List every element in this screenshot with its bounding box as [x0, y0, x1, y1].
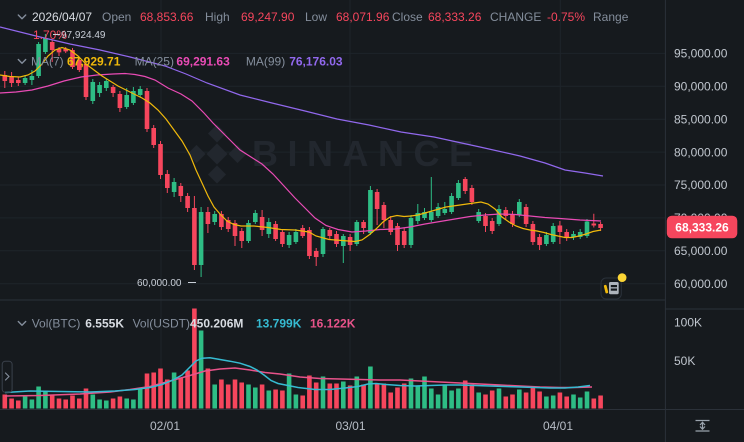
svg-text:High: High: [205, 10, 230, 24]
svg-text:68,071.96: 68,071.96: [336, 10, 390, 24]
svg-text:76,176.03: 76,176.03: [289, 55, 343, 69]
svg-text:02/01: 02/01: [150, 419, 180, 433]
svg-text:95,000.00: 95,000.00: [674, 47, 728, 61]
svg-text:68,333.26: 68,333.26: [428, 10, 482, 24]
svg-text:03/01: 03/01: [335, 419, 365, 433]
svg-text:16.122K: 16.122K: [310, 317, 356, 331]
svg-text:04/01: 04/01: [543, 419, 573, 433]
svg-text:60,000.00: 60,000.00: [674, 277, 728, 291]
svg-text:450.206M: 450.206M: [190, 317, 243, 331]
svg-text:67,929.71: 67,929.71: [67, 55, 121, 69]
svg-text:MA(99): MA(99): [246, 55, 285, 69]
svg-text:69,247.90: 69,247.90: [241, 10, 295, 24]
svg-text:MA(7): MA(7): [31, 55, 64, 69]
svg-text:Low: Low: [305, 10, 327, 24]
svg-text:85,000.00: 85,000.00: [674, 112, 728, 126]
svg-text:Open: Open: [102, 10, 131, 24]
svg-text:60,000.00: 60,000.00: [137, 278, 182, 289]
svg-text:CHANGE: CHANGE: [490, 10, 541, 24]
svg-text:Vol(BTC): Vol(BTC): [32, 317, 81, 331]
svg-text:13.799K: 13.799K: [256, 317, 302, 331]
svg-text:90,000.00: 90,000.00: [674, 80, 728, 94]
svg-text:69,291.63: 69,291.63: [176, 55, 230, 69]
svg-text:BINANCE: BINANCE: [252, 133, 483, 174]
svg-text:80,000.00: 80,000.00: [674, 145, 728, 159]
svg-text:Close: Close: [392, 10, 423, 24]
svg-text:100K: 100K: [674, 316, 702, 330]
svg-text:Range: Range: [593, 10, 629, 24]
svg-text:68,333.26: 68,333.26: [675, 221, 729, 235]
svg-text:-0.75%: -0.75%: [547, 10, 585, 24]
svg-text:2026/04/07: 2026/04/07: [32, 10, 92, 24]
svg-text:6.555K: 6.555K: [85, 317, 124, 331]
svg-text:97,924.49: 97,924.49: [61, 30, 106, 41]
svg-text:MA(25): MA(25): [135, 55, 174, 69]
svg-text:75,000.00: 75,000.00: [674, 178, 728, 192]
svg-text:50K: 50K: [674, 354, 695, 368]
svg-text:68,853.66: 68,853.66: [140, 10, 194, 24]
svg-text:65,000.00: 65,000.00: [674, 244, 728, 258]
svg-text:1.70%: 1.70%: [33, 28, 67, 42]
svg-text:Vol(USDT): Vol(USDT): [133, 317, 190, 331]
